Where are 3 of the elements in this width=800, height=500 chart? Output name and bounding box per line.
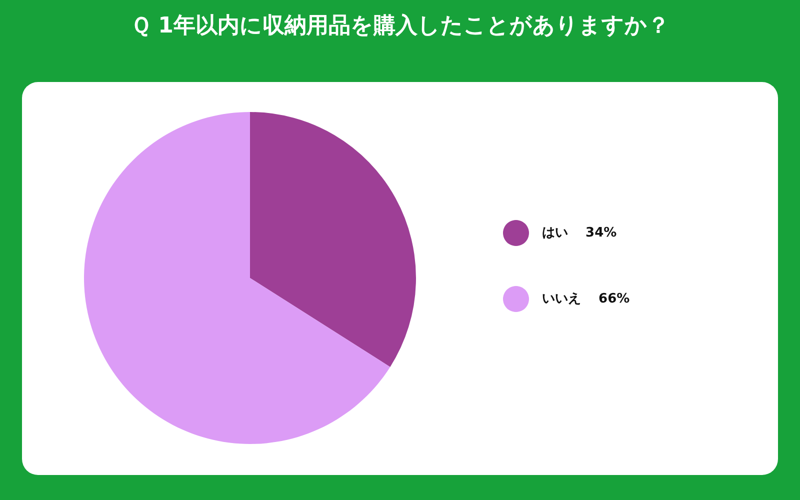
- legend-label: はい 34%: [542, 226, 617, 240]
- chart-title: Ｑ 1年以内に収納用品を購入したことがありますか？: [130, 14, 670, 38]
- legend-label: いいえ 66%: [542, 292, 630, 306]
